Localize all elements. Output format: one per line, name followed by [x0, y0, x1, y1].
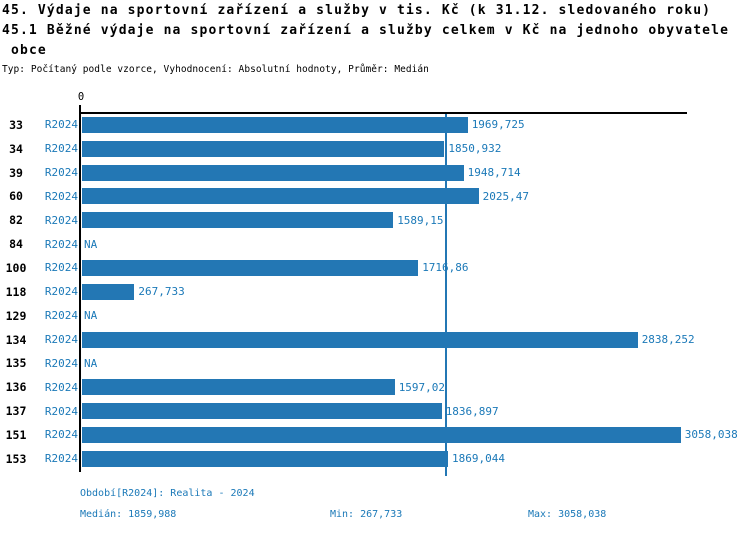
na-value-label: NA [84, 356, 98, 370]
max-stat-label: Max: 3058,038 [528, 509, 607, 520]
row-category-label: 134 [5, 332, 27, 347]
bar-value-label: 1589,15 [397, 213, 444, 227]
row-period-label: R2024 [44, 261, 78, 275]
chart-row: 135 R2024 NA [0, 351, 750, 375]
row-category-label: 137 [5, 404, 27, 419]
row-category-label: 118 [5, 284, 27, 299]
value-bar [82, 426, 681, 443]
value-bar [82, 450, 448, 467]
chart-header: 45. Výdaje na sportovní zařízení a služb… [2, 1, 729, 75]
row-category-label: 153 [5, 451, 27, 466]
chart-row: 129 R2024 NA [0, 304, 750, 328]
chart-row: 39 R2024 1948,714 [0, 161, 750, 185]
chart-row: 60 R2024 2025,47 [0, 185, 750, 209]
row-period-label: R2024 [44, 142, 78, 156]
value-bar [82, 259, 419, 276]
median-reference-line [445, 114, 447, 476]
row-period-label: R2024 [44, 237, 78, 251]
value-bar [82, 140, 445, 157]
value-bar [82, 283, 135, 300]
x-axis-line [79, 112, 687, 114]
x-axis-zero-tick-label: 0 [77, 91, 85, 103]
value-bar [82, 164, 464, 181]
row-category-label: 39 [9, 165, 23, 180]
bar-value-label: 2025,47 [482, 189, 529, 203]
min-stat-label: Min: 267,733 [330, 509, 403, 520]
bar-value-label: 1836,897 [445, 404, 499, 418]
value-bar [82, 331, 638, 348]
row-period-label: R2024 [44, 285, 78, 299]
chart-row: 118 R2024 267,733 [0, 280, 750, 304]
row-period-label: R2024 [44, 428, 78, 442]
chart-row: 34 R2024 1850,932 [0, 137, 750, 161]
bar-value-label: 2838,252 [641, 333, 695, 347]
row-period-label: R2024 [44, 118, 78, 132]
value-bar [82, 116, 468, 133]
row-category-label: 129 [5, 308, 27, 323]
row-category-label: 33 [9, 117, 23, 132]
row-category-label: 151 [5, 427, 27, 442]
value-bar [82, 403, 442, 420]
row-period-label: R2024 [44, 404, 78, 418]
row-category-label: 34 [9, 141, 23, 156]
chart-row: 84 R2024 NA [0, 232, 750, 256]
chart-row: 82 R2024 1589,15 [0, 208, 750, 232]
bar-value-label: 1716,86 [422, 261, 469, 275]
chart-meta-info: Typ: Počítaný podle vzorce, Vyhodnocení:… [2, 64, 429, 76]
chart-title-line3: obce [11, 42, 47, 58]
row-period-label: R2024 [44, 356, 78, 370]
row-category-label: 84 [9, 237, 23, 252]
value-bar [82, 188, 479, 205]
chart-row: 137 R2024 1836,897 [0, 399, 750, 423]
y-axis-line [79, 105, 81, 472]
value-bar [82, 379, 395, 396]
na-value-label: NA [84, 309, 98, 323]
bar-value-label: 1869,044 [452, 452, 505, 466]
row-category-label: 82 [9, 213, 23, 228]
row-category-label: 136 [5, 380, 27, 395]
chart-row: 100 R2024 1716,86 [0, 256, 750, 280]
na-value-label: NA [84, 237, 98, 251]
row-period-label: R2024 [44, 309, 78, 323]
row-period-label: R2024 [44, 166, 78, 180]
bar-value-label: 1597,02 [398, 380, 446, 394]
bar-value-label: 3058,038 [684, 428, 738, 442]
chart-title-line1: 45. Výdaje na sportovní zařízení a služb… [2, 3, 712, 18]
row-period-label: R2024 [44, 213, 78, 227]
chart-row: 136 R2024 1597,02 [0, 375, 750, 399]
bar-rows-container: 33 R2024 1969,725 34 R2024 1850,932 39 R2024 194… [0, 113, 750, 471]
row-period-label: R2024 [44, 380, 78, 394]
chart-row: 33 R2024 1969,725 [0, 113, 750, 137]
row-category-label: 135 [5, 356, 27, 371]
chart-title-line2: 45.1 Běžné výdaje na sportovní zařízení … [2, 22, 730, 38]
row-period-label: R2024 [44, 189, 78, 203]
row-category-label: 60 [9, 189, 23, 204]
chart-row: 151 R2024 3058,038 [0, 423, 750, 447]
period-info-label: Období[R2024]: Realita - 2024 [80, 488, 255, 499]
bar-value-label: 1948,714 [467, 166, 521, 180]
bar-value-label: 1969,725 [471, 118, 525, 132]
value-bar [82, 212, 394, 229]
median-stat-label: Medián: 1859,988 [80, 509, 177, 520]
row-category-label: 100 [5, 260, 27, 275]
row-period-label: R2024 [44, 452, 78, 466]
bar-value-label: 1850,932 [448, 142, 502, 156]
chart-row: 153 R2024 1869,044 [0, 447, 750, 471]
bar-value-label: 267,733 [138, 285, 185, 299]
row-period-label: R2024 [44, 333, 78, 347]
chart-row: 134 R2024 2838,252 [0, 328, 750, 352]
